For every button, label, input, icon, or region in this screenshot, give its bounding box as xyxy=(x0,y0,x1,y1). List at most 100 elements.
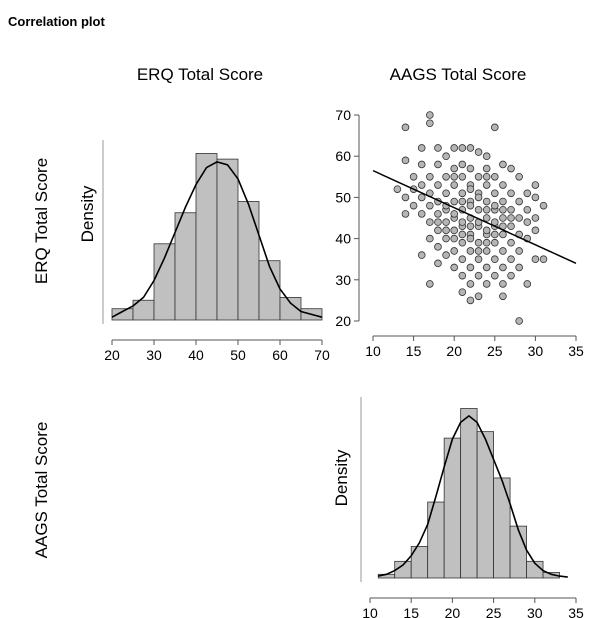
scatter-point xyxy=(426,119,434,128)
scatter-point xyxy=(515,247,523,255)
aags-hist-x-tick-label: 15 xyxy=(403,605,419,618)
scatter-point xyxy=(507,189,515,198)
scatter-point xyxy=(523,280,532,288)
scatter-x-tick-label: 35 xyxy=(568,343,584,359)
scatter-point xyxy=(515,214,523,222)
scatter-point xyxy=(466,234,475,243)
scatter-point xyxy=(417,210,426,218)
scatter-point xyxy=(450,247,459,255)
scatter-point xyxy=(507,164,515,173)
scatter-x-tick-label: 30 xyxy=(528,343,544,359)
scatter-point xyxy=(434,181,442,189)
scatter-point xyxy=(515,263,523,272)
scatter-point xyxy=(474,271,483,280)
scatter-y-tick-label: 20 xyxy=(335,313,351,329)
scatter-point xyxy=(434,160,442,169)
scatter-point xyxy=(466,222,475,231)
scatter-point xyxy=(474,205,483,214)
scatter-point xyxy=(507,255,515,264)
erq-histogram-panel: 20 30 40 50 60 70 xyxy=(102,140,330,363)
scatter-point xyxy=(490,255,499,264)
scatter-point xyxy=(499,160,507,169)
scatter-panel: 20 30 40 50 60 70 10 15 20 25 30 35 xyxy=(335,107,584,359)
scatter-point xyxy=(482,214,491,222)
scatter-point xyxy=(458,255,467,264)
scatter-point xyxy=(531,181,540,189)
scatter-point xyxy=(531,226,540,235)
scatter-y-tick-label: 30 xyxy=(335,272,351,288)
scatter-point xyxy=(450,197,459,206)
scatter-point xyxy=(434,226,442,235)
scatter-point xyxy=(482,226,491,235)
scatter-point xyxy=(426,111,434,119)
aags-histogram-panel: 10 15 20 25 30 35 xyxy=(360,397,584,618)
scatter-point xyxy=(523,205,532,214)
scatter-point xyxy=(499,280,507,288)
aags-hist-x-tick-label: 35 xyxy=(568,605,584,618)
erq-hist-x-tick-label: 30 xyxy=(146,347,162,363)
scatter-point xyxy=(507,238,515,247)
erq-hist-density-curve xyxy=(111,161,323,318)
scatter-point xyxy=(450,164,459,173)
scatter-point xyxy=(442,218,450,226)
scatter-point xyxy=(466,247,475,255)
scatter-point xyxy=(466,201,475,210)
scatter-point xyxy=(466,164,475,173)
scatter-point xyxy=(393,185,402,193)
scatter-point xyxy=(417,181,426,189)
scatter-point xyxy=(482,238,491,247)
scatter-x-tick-label: 25 xyxy=(487,343,503,359)
scatter-x-tick-label: 15 xyxy=(406,343,422,359)
scatter-point xyxy=(401,123,410,132)
scatter-point xyxy=(507,222,515,231)
scatter-point xyxy=(499,205,507,214)
scatter-point xyxy=(482,247,491,255)
scatter-point xyxy=(490,123,499,132)
regression-line xyxy=(372,169,577,265)
scatter-point xyxy=(515,317,523,325)
scatter-x-tick-label: 10 xyxy=(365,343,381,359)
scatter-x-tick-label: 20 xyxy=(446,343,462,359)
scatter-point xyxy=(434,259,442,268)
scatter-point xyxy=(417,160,426,169)
scatter-point xyxy=(482,152,491,161)
scatter-point xyxy=(499,197,507,206)
scatter-point xyxy=(482,181,491,189)
density-label-2: Density xyxy=(332,449,351,506)
scatter-point xyxy=(401,210,410,218)
scatter-point xyxy=(482,280,491,288)
scatter-point xyxy=(458,271,467,280)
scatter-point xyxy=(507,271,515,280)
scatter-point xyxy=(442,234,450,243)
scatter-point xyxy=(426,173,434,181)
erq-hist-x-tick-label: 60 xyxy=(272,347,288,363)
scatter-point xyxy=(434,218,442,226)
scatter-point xyxy=(499,292,507,301)
scatter-point xyxy=(442,152,450,161)
column-title-1: ERQ Total Score xyxy=(137,65,263,84)
scatter-point xyxy=(466,185,475,193)
scatter-point xyxy=(434,144,442,152)
scatter-point xyxy=(426,280,434,288)
scatter-point xyxy=(482,173,491,181)
scatter-point xyxy=(499,247,507,255)
scatter-point xyxy=(507,214,515,222)
scatter-point xyxy=(466,280,475,288)
scatter-point xyxy=(539,201,548,210)
scatter-point xyxy=(426,201,434,210)
aags-hist-x-tick-label: 25 xyxy=(486,605,502,618)
scatter-point xyxy=(450,263,459,272)
erq-hist-bar xyxy=(237,201,260,321)
scatter-point xyxy=(458,173,467,181)
scatter-point xyxy=(442,251,450,259)
scatter-y-tick-label: 40 xyxy=(335,231,351,247)
scatter-point xyxy=(458,160,467,169)
erq-hist-bar xyxy=(258,260,281,321)
erq-hist-bar xyxy=(111,308,134,321)
scatter-point xyxy=(474,173,483,181)
scatter-point xyxy=(474,292,483,301)
scatter-point xyxy=(490,189,499,198)
scatter-point xyxy=(539,255,548,264)
row-title-1: ERQ Total Score xyxy=(32,158,51,284)
scatter-point xyxy=(474,148,483,156)
